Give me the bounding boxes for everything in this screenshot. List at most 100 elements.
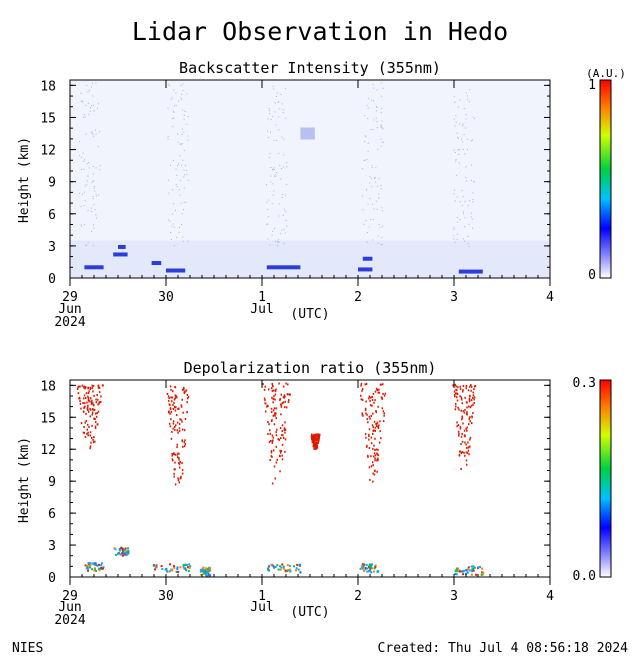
noise-speckle — [459, 99, 461, 101]
depol-low-point — [371, 567, 374, 570]
noise-speckle — [93, 180, 95, 182]
depol-point — [452, 384, 454, 387]
noise-speckle — [470, 179, 472, 181]
depol-point — [95, 398, 97, 401]
depol-low-point — [121, 548, 124, 551]
depol-point — [464, 408, 466, 411]
depol-point — [367, 455, 369, 458]
depol-point — [275, 412, 277, 415]
noise-speckle — [91, 131, 93, 133]
depol-low-point — [179, 566, 182, 569]
depol-point — [80, 422, 83, 425]
backscatter-ytick-label: 0 — [48, 272, 56, 287]
depol-point — [382, 420, 385, 423]
depol-point — [463, 411, 466, 414]
noise-speckle — [456, 196, 458, 198]
depol-point — [89, 434, 92, 437]
noise-speckle — [284, 210, 286, 212]
noise-speckle — [279, 232, 281, 234]
noise-speckle — [172, 126, 174, 127]
depol-point — [171, 454, 173, 457]
noise-speckle — [471, 218, 473, 220]
depol-point — [461, 402, 464, 405]
depol-point — [378, 391, 381, 394]
depol-point — [275, 461, 278, 464]
noise-speckle — [173, 111, 174, 113]
noise-speckle — [455, 160, 457, 162]
depol-point — [89, 431, 92, 434]
depol-point — [87, 404, 89, 407]
depol-point — [279, 427, 282, 430]
depol-low-point — [268, 569, 270, 572]
noise-speckle — [462, 149, 464, 150]
noise-speckle — [274, 228, 275, 229]
noise-speckle — [467, 148, 468, 150]
backscatter-ylabel: Height (km) — [17, 137, 32, 223]
noise-speckle — [92, 95, 94, 97]
depol-point — [279, 470, 281, 473]
depol-point — [372, 455, 375, 458]
noise-speckle — [471, 212, 473, 214]
depol-point — [91, 399, 93, 402]
depol-point — [275, 417, 277, 420]
noise-speckle — [96, 217, 97, 219]
depol-point — [271, 455, 273, 458]
depolarization-xtick-label: 2 — [354, 589, 362, 604]
noise-speckle — [377, 242, 379, 244]
depol-low-point — [117, 552, 120, 555]
depol-point — [274, 477, 276, 480]
noise-speckle — [94, 209, 96, 210]
depol-point — [282, 434, 284, 437]
depol-point — [172, 403, 174, 406]
depol-point — [375, 410, 377, 412]
depol-point — [101, 384, 104, 387]
noise-speckle — [376, 110, 378, 112]
noise-speckle — [86, 180, 88, 182]
depol-point — [171, 396, 173, 399]
noise-speckle — [87, 175, 89, 177]
noise-speckle — [182, 109, 184, 111]
depol-point — [92, 390, 94, 393]
noise-speckle — [177, 141, 179, 143]
noise-speckle — [467, 236, 469, 237]
depol-point — [90, 401, 92, 403]
noise-speckle — [180, 97, 182, 99]
depol-low-point — [91, 562, 94, 565]
depol-point — [274, 390, 277, 393]
depol-point — [174, 406, 176, 409]
depol-point — [87, 395, 89, 398]
depol-low-point — [482, 571, 484, 574]
noise-speckle — [377, 235, 379, 237]
backscatter-sublabel-jun: Jun — [58, 302, 81, 317]
depol-point — [83, 410, 85, 413]
depol-low-point — [122, 550, 124, 553]
depol-point — [376, 425, 378, 427]
noise-speckle — [456, 132, 458, 134]
aerosol-layer-segment — [118, 244, 126, 249]
depol-point — [282, 395, 285, 398]
depol-point — [382, 392, 384, 395]
noise-speckle — [377, 148, 379, 150]
depol-point — [370, 465, 373, 468]
noise-speckle — [98, 103, 99, 105]
noise-speckle — [366, 189, 368, 191]
depol-point — [375, 387, 378, 390]
depol-point — [316, 444, 318, 447]
depol-point — [468, 417, 470, 420]
depol-point — [273, 413, 276, 416]
noise-speckle — [187, 179, 189, 181]
backscatter-xtick-label: 29 — [62, 290, 78, 305]
depol-point — [179, 418, 181, 421]
depol-point — [86, 407, 89, 410]
depol-point — [473, 385, 476, 388]
depol-point — [456, 425, 458, 428]
noise-speckle — [170, 232, 172, 233]
depol-point — [285, 382, 287, 385]
depol-low-point — [125, 554, 128, 557]
noise-speckle — [376, 107, 378, 108]
depol-low-point — [102, 566, 105, 569]
noise-speckle — [464, 240, 465, 242]
depol-point — [187, 397, 189, 400]
depol-point — [93, 404, 95, 407]
